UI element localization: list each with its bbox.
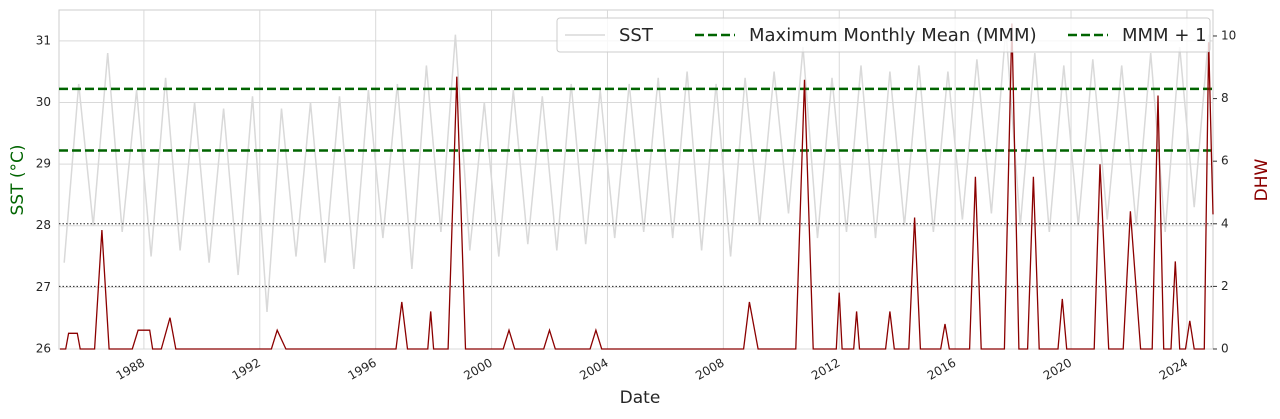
x-tick-label: 1996 <box>345 356 378 383</box>
legend-box <box>556 17 1211 53</box>
x-tick-label: 2016 <box>925 356 958 383</box>
plot-area <box>58 9 1214 350</box>
y-axis-label: SST (°C) <box>8 144 28 215</box>
x-tick-label: 2020 <box>1041 356 1074 383</box>
y-tick-label: 28 <box>36 218 51 232</box>
y2-tick-label: 10 <box>1221 28 1236 42</box>
x-tick-label: 2004 <box>577 356 610 383</box>
x-axis-label: Date <box>620 388 661 408</box>
legend: SST Maximum Monthly Mean (MMM) MMM + 1 <box>556 17 1211 53</box>
dhw-line <box>59 23 1214 350</box>
x-tick-label: 2008 <box>693 356 726 383</box>
x-tick-label: 2024 <box>1157 356 1190 383</box>
x-tick-label: 2000 <box>461 356 494 383</box>
y2-tick-label: 8 <box>1221 91 1229 105</box>
y2-tick-label: 0 <box>1221 342 1229 356</box>
x-tick-label: 1988 <box>114 356 147 383</box>
legend-label: MMM + 1 <box>1122 25 1207 46</box>
y2-tick-label: 2 <box>1221 279 1229 293</box>
y-tick-label: 31 <box>36 33 51 47</box>
x-tick-label: 2012 <box>809 356 842 383</box>
legend-label: SST <box>619 25 654 46</box>
legend-label: Maximum Monthly Mean (MMM) <box>749 25 1037 46</box>
y-tick-label: 29 <box>36 157 51 171</box>
sst-line <box>63 28 1210 313</box>
y2-axis-label: DHW <box>1252 158 1272 201</box>
y-tick-label: 26 <box>36 342 51 356</box>
x-tick-label: 1992 <box>230 356 263 383</box>
y-tick-label: 30 <box>36 95 51 109</box>
y2-tick-label: 4 <box>1221 216 1229 230</box>
y-tick-label: 27 <box>36 280 51 294</box>
y2-tick-label: 6 <box>1221 154 1229 168</box>
